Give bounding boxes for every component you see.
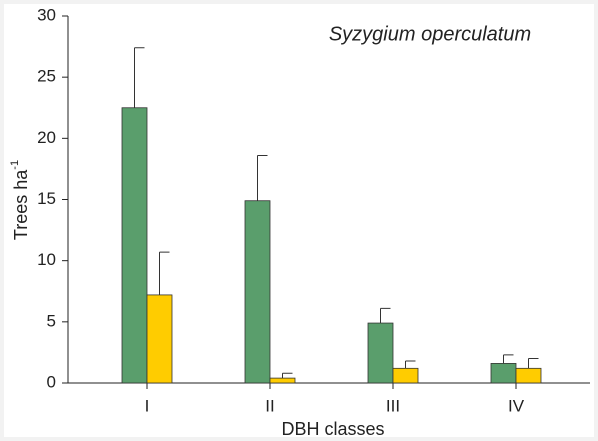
y-axis-label: Trees ha-1 <box>9 160 31 240</box>
y-tick-label: 25 <box>37 67 56 86</box>
error-bar <box>503 354 514 364</box>
y-tick-label: 0 <box>47 372 56 391</box>
bar <box>244 200 271 384</box>
error-bar <box>159 251 170 295</box>
y-axis-label-text: Trees ha <box>11 169 31 240</box>
bar <box>490 363 517 384</box>
error-bar <box>380 307 391 324</box>
error-bar <box>528 358 539 369</box>
y-axis-label-group: Trees ha-1 <box>9 160 31 240</box>
error-bar <box>405 360 416 369</box>
bar <box>515 367 542 384</box>
bar <box>146 294 173 384</box>
y-tick-label: 20 <box>37 128 56 147</box>
error-bar <box>257 154 268 201</box>
y-tick-label: 30 <box>37 5 56 24</box>
x-tick-label: II <box>265 396 274 415</box>
error-bar <box>134 47 145 108</box>
x-tick-label: IV <box>508 396 525 415</box>
y-tick-label: 10 <box>37 250 56 269</box>
x-tick-label: I <box>145 396 150 415</box>
bar <box>392 367 419 384</box>
x-axis-label: DBH classes <box>281 419 384 439</box>
chart-title: Syzygium operculatum <box>329 23 531 45</box>
y-tick-label: 15 <box>37 189 56 208</box>
y-tick-label: 5 <box>47 311 56 330</box>
error-bar <box>282 372 293 379</box>
bar <box>367 322 394 384</box>
bar <box>269 377 296 384</box>
x-tick-label: III <box>386 396 400 415</box>
y-axis-label-sup: -1 <box>9 160 21 170</box>
bar <box>121 107 148 384</box>
